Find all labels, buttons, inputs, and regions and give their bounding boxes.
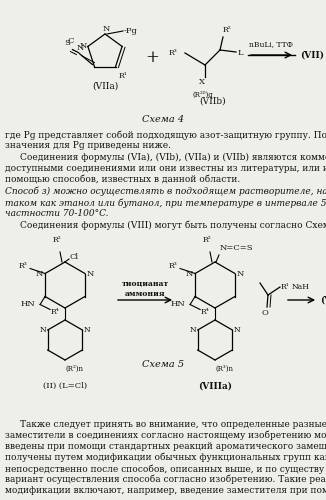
Text: -Pg: -Pg xyxy=(124,27,138,35)
Text: L: L xyxy=(238,49,244,57)
Text: (R²⁰)q: (R²⁰)q xyxy=(193,91,214,99)
Text: (II) (L=Cl): (II) (L=Cl) xyxy=(43,382,87,390)
Text: nBuLi, ТТФ: nBuLi, ТТФ xyxy=(249,40,293,48)
Text: HN: HN xyxy=(20,300,35,308)
Text: N: N xyxy=(190,326,197,334)
Text: Cl: Cl xyxy=(70,253,79,261)
Text: таком как этанол или бутанол, при температуре в интервале 50-120°C, в: таком как этанол или бутанол, при темпер… xyxy=(5,198,326,207)
Text: помощью способов, известных в данной области.: помощью способов, известных в данной обл… xyxy=(5,175,240,184)
Text: введены при помощи стандартных реакций ароматического замещения или: введены при помощи стандартных реакций а… xyxy=(5,442,326,451)
Text: R³: R³ xyxy=(168,49,177,57)
Text: +: + xyxy=(145,48,159,66)
Text: C: C xyxy=(67,36,74,44)
Text: S: S xyxy=(65,38,70,46)
Text: (VII): (VII) xyxy=(300,50,324,59)
Text: вариант осуществления способа согласно изобретению. Такие реакции и: вариант осуществления способа согласно и… xyxy=(5,475,326,484)
Text: R⁴: R⁴ xyxy=(50,308,59,316)
Text: (VIIIa): (VIIIa) xyxy=(198,382,232,391)
Text: непосредственно после способов, описанных выше, и по существу включены в: непосредственно после способов, описанны… xyxy=(5,464,326,473)
Text: N: N xyxy=(186,270,193,278)
Text: N=C=S: N=C=S xyxy=(220,244,254,252)
Text: Соединения формулы (VIII) могут быть получены согласно Схеме 5:: Соединения формулы (VIII) могут быть пол… xyxy=(20,221,326,230)
Text: HN: HN xyxy=(170,300,185,308)
Text: Схема 5: Схема 5 xyxy=(142,360,184,369)
Text: X: X xyxy=(199,78,205,86)
Text: N: N xyxy=(40,326,47,334)
Text: R³: R³ xyxy=(168,262,177,270)
Text: (VIII): (VIII) xyxy=(320,296,326,304)
Text: (VIIa): (VIIa) xyxy=(92,82,118,91)
Text: N: N xyxy=(102,25,110,33)
Text: N: N xyxy=(80,42,87,50)
Text: Способ з) можно осуществлять в подходящем растворителе, например, спирте,: Способ з) можно осуществлять в подходяще… xyxy=(5,187,326,196)
Text: (R²)n: (R²)n xyxy=(66,365,84,373)
Text: NaH: NaH xyxy=(292,283,310,291)
Text: N: N xyxy=(77,44,84,52)
Text: N: N xyxy=(233,326,240,334)
Text: R²: R² xyxy=(223,26,232,34)
Text: R⁴: R⁴ xyxy=(200,308,209,316)
Text: Соединения формулы (VIa), (VIb), (VIIa) и (VIIb) являются коммерчески: Соединения формулы (VIa), (VIb), (VIIa) … xyxy=(20,153,326,162)
Text: аммония: аммония xyxy=(125,290,165,298)
Text: N: N xyxy=(237,270,244,278)
Text: частности 70-100°C.: частности 70-100°C. xyxy=(5,209,109,218)
Text: заместители в соединениях согласно настоящему изобретению могут быть: заместители в соединениях согласно насто… xyxy=(5,431,326,440)
Text: значения для Pg приведены ниже.: значения для Pg приведены ниже. xyxy=(5,141,171,150)
Text: Схема 4: Схема 4 xyxy=(142,115,184,124)
Text: R²: R² xyxy=(203,236,211,244)
Text: доступными соединениями или они известны из литературы, или их получают с: доступными соединениями или они известны… xyxy=(5,164,326,173)
Text: N: N xyxy=(87,270,94,278)
Text: получены путем модификации обычных функциональных групп как перед, так и: получены путем модификации обычных функц… xyxy=(5,453,326,462)
Text: N: N xyxy=(83,326,90,334)
Text: тиоцианат: тиоцианат xyxy=(121,280,169,288)
Text: модификации включают, например, введение заместителя при помощи реакции: модификации включают, например, введение… xyxy=(5,486,326,495)
Text: (R³)n: (R³)n xyxy=(216,365,234,373)
Text: O: O xyxy=(261,309,268,317)
Text: R¹: R¹ xyxy=(281,283,290,291)
Text: Также следует принять во внимание, что определенные разные кольцевые: Также следует принять во внимание, что о… xyxy=(20,420,326,429)
Text: N: N xyxy=(36,270,43,278)
Text: (VIIb): (VIIb) xyxy=(200,97,226,106)
Text: где Pg представляет собой подходящую азот-защитную группу. Подходящие: где Pg представляет собой подходящую азо… xyxy=(5,130,326,140)
Text: R³: R³ xyxy=(18,262,27,270)
Text: R²: R² xyxy=(52,236,61,244)
Text: R¹: R¹ xyxy=(119,72,127,80)
